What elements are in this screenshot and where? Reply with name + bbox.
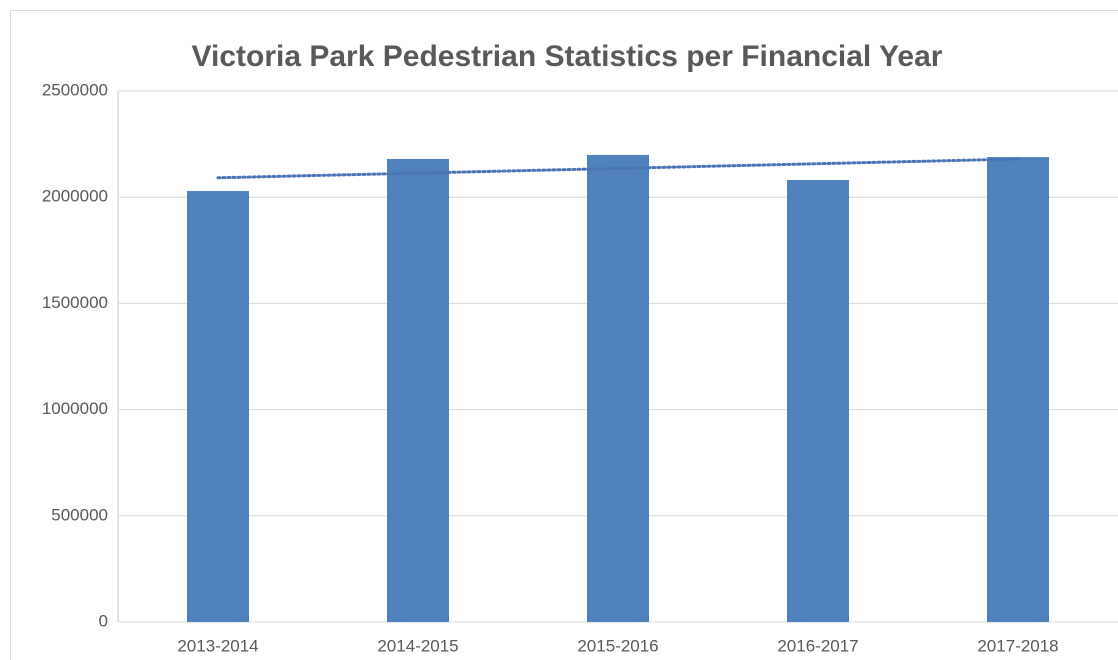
y-tick-label: 2500000 [42,80,108,99]
chart-frame [10,10,1118,660]
bar [787,179,849,622]
x-tick-label: 2016-2017 [777,636,858,655]
y-tick-label: 2000000 [42,187,108,206]
y-tick-label: 0 [99,611,108,630]
x-tick-label: 2013-2014 [177,636,258,655]
chart-title: Victoria Park Pedestrian Statistics per … [192,40,943,73]
x-tick-label: 2017-2018 [977,636,1058,655]
y-tick-label: 1500000 [42,293,108,312]
y-tick-label: 500000 [51,505,108,524]
y-tick-label: 1000000 [42,399,108,418]
trendline [216,157,1020,180]
bar [387,158,449,622]
bar [987,157,1049,622]
bar [587,154,649,622]
x-tick-label: 2014-2015 [377,636,458,655]
x-tick-label: 2015-2016 [577,636,658,655]
bar [187,191,249,622]
